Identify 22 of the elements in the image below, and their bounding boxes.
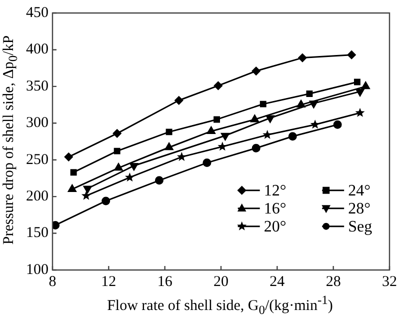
legend-label: 24° [348, 182, 371, 200]
y-tick-label: 450 [26, 4, 48, 21]
x-tick-label: 32 [382, 274, 397, 290]
y-tick-label: 100 [26, 262, 48, 278]
x-tick-label: 24 [270, 274, 286, 290]
x-tick-label: 8 [48, 274, 56, 290]
x-axis-title: Flow rate of shell side, G$_{0}$/(kg·min$^{-1}$) [106, 293, 334, 318]
x-tick-label: 20 [214, 274, 228, 290]
y-tick-label: 350 [26, 78, 48, 94]
legend-label: 12° [264, 182, 286, 200]
y-tick-label: 250 [26, 152, 48, 168]
x-tick-label: 28 [326, 274, 341, 290]
y-tick-label: 150 [26, 225, 48, 242]
y-tick-label: 200 [26, 188, 48, 205]
x-tick-label: 12 [101, 274, 116, 290]
legend-label: 20° [264, 218, 286, 236]
x-tick-label: 16 [157, 274, 173, 290]
legend-label: 28° [348, 200, 371, 218]
legend-label: Seg [348, 218, 372, 236]
legend-label: 16° [264, 200, 286, 218]
y-tick-label: 300 [26, 115, 48, 132]
y-tick-label: 400 [26, 42, 48, 58]
